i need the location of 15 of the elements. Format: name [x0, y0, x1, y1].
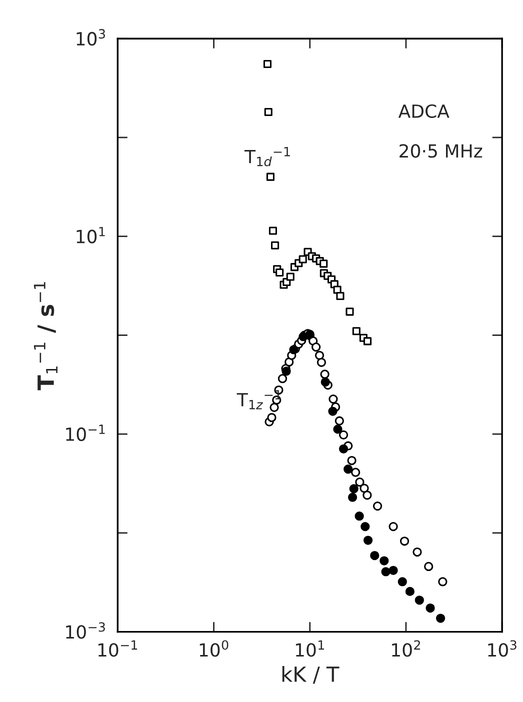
annotation: T$_{1z}$$^{−1}$ [236, 390, 281, 410]
x-tick-label: 10$^{1}$ [296, 640, 324, 657]
y-tick-label: 10$^{3}$ [76, 29, 105, 46]
x-axis-title: kK / T [282, 666, 340, 684]
x-tick-label: 10$^{0}$ [200, 640, 228, 657]
x-tick-label: 10$^{2}$ [392, 640, 420, 657]
annotation: ADCA [398, 104, 450, 118]
y-tick-label: 10$^{1}$ [76, 226, 105, 244]
y-tick-label: 10$^{−3}$ [66, 622, 105, 639]
x-tick-label: 10$^{−1}$ [98, 640, 138, 657]
annotation: 20·5 MHz [400, 144, 482, 158]
y-tick-label: 10$^{−1}$ [66, 424, 105, 442]
x-tick-label: 10$^{3}$ [488, 640, 516, 657]
y-axis-title: T$_{1}$$^{−1}$ / s$^{−1}$ [34, 282, 58, 390]
annotation: T$_{1d}$$^{−1}$ [244, 146, 290, 166]
